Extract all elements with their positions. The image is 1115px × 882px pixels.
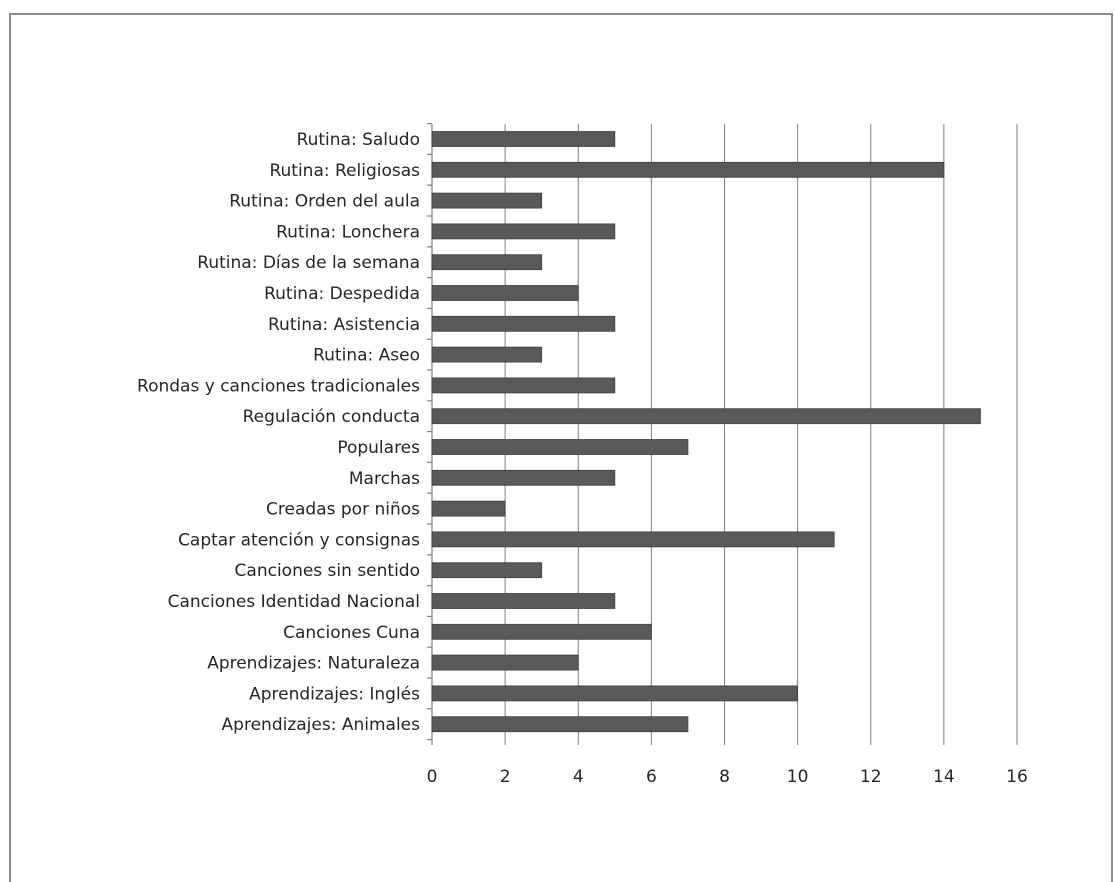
bar <box>431 346 543 363</box>
bar <box>431 285 579 301</box>
category-label: Regulación conducta <box>243 407 420 427</box>
category-label: Aprendizajes: Inglés <box>249 684 420 704</box>
category-label: Marchas <box>349 469 420 489</box>
category-label: Creadas por niños <box>266 500 420 520</box>
bar <box>431 223 616 240</box>
bar <box>431 500 506 517</box>
x-tick-label: 16 <box>1006 767 1028 787</box>
bar <box>431 439 689 455</box>
category-label: Rutina: Lonchera <box>276 222 420 242</box>
category-label: Rutina: Aseo <box>313 346 420 366</box>
bar <box>431 716 689 733</box>
bar <box>431 377 616 394</box>
category-label: Rutina: Saludo <box>297 130 420 150</box>
x-tick-label: 4 <box>573 767 584 787</box>
bar <box>431 469 616 486</box>
x-tick-label: 6 <box>646 767 657 787</box>
bar <box>431 654 579 671</box>
category-label: Canciones Identidad Nacional <box>168 592 420 612</box>
category-label: Rondas y canciones tradicionales <box>137 376 420 396</box>
bar <box>431 593 616 609</box>
x-tick-label: 14 <box>933 767 955 787</box>
category-label: Canciones Cuna <box>283 623 420 643</box>
bar <box>431 623 652 640</box>
category-label: Rutina: Religiosas <box>269 161 420 181</box>
bar <box>431 131 616 147</box>
bar <box>431 685 799 702</box>
x-tick-label: 0 <box>427 767 438 787</box>
x-tick-label: 10 <box>787 767 809 787</box>
category-label: Rutina: Asistencia <box>268 315 420 335</box>
category-label: Populares <box>337 438 420 458</box>
category-label: Rutina: Días de la semana <box>197 253 420 273</box>
category-label: Captar atención y consignas <box>178 530 420 550</box>
bar <box>431 315 616 332</box>
bar <box>431 531 835 548</box>
bar <box>431 192 543 209</box>
bar <box>431 408 981 425</box>
bar <box>431 254 543 271</box>
x-tick-label: 2 <box>500 767 511 787</box>
bar <box>431 161 945 178</box>
x-tick-label: 8 <box>719 767 730 787</box>
category-label: Rutina: Despedida <box>264 284 420 304</box>
category-label: Aprendizajes: Animales <box>222 715 421 735</box>
category-label: Aprendizajes: Naturaleza <box>207 654 420 674</box>
category-label: Rutina: Orden del aula <box>229 192 420 212</box>
bar <box>431 562 543 579</box>
x-tick-label: 12 <box>860 767 882 787</box>
category-label: Canciones sin sentido <box>235 561 420 581</box>
